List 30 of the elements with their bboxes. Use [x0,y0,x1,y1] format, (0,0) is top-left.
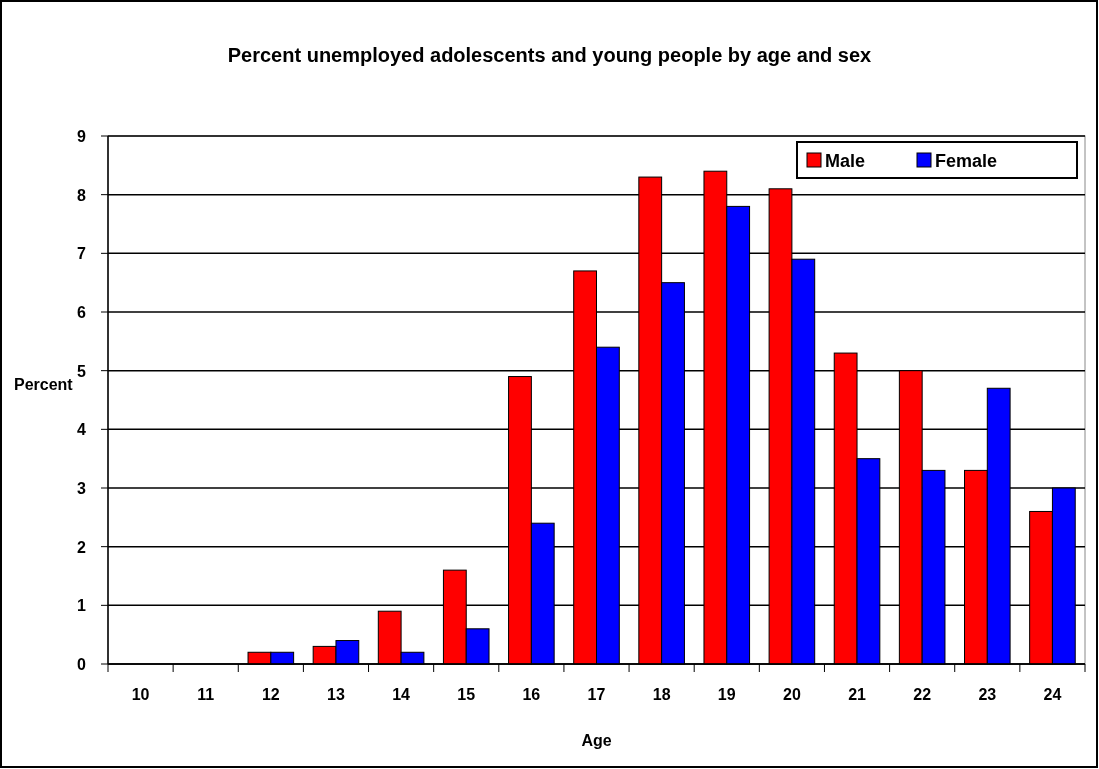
x-tick-label: 21 [848,686,867,703]
x-tick-label: 12 [261,686,280,703]
x-tick-label: 20 [783,686,801,703]
legend-label: Male [825,151,866,171]
x-tick-label: 23 [978,686,997,703]
y-tick-label: 9 [77,128,87,145]
x-tick-label: 10 [131,686,150,703]
y-tick-label: 5 [77,362,87,380]
y-tick-label: 6 [77,304,87,321]
x-tick-label: 18 [652,686,671,703]
x-tick-label: 11 [197,686,215,703]
y-tick-label: 7 [77,245,87,263]
x-axis-title: Age [581,732,612,749]
x-tick-label: 22 [913,686,932,703]
y-tick-label: 1 [77,597,87,615]
y-axis-title: Percent [14,376,74,393]
y-tick-label: 8 [77,186,87,204]
x-tick-label: 17 [587,686,606,703]
x-tick-label: 13 [327,686,345,703]
legend-label: Female [935,151,998,171]
x-tick-label: 14 [392,686,411,703]
chart-title: Percent unemployed adolescents and young people by age and sex [227,44,872,66]
x-tick-label: 19 [717,686,736,703]
y-tick-label: 4 [77,421,87,439]
y-tick-label: 3 [77,480,87,497]
x-tick-label: 16 [522,686,541,703]
x-tick-label: 15 [457,686,476,703]
x-tick-label: 24 [1043,686,1062,703]
y-tick-label: 2 [77,538,87,556]
y-tick-label: 0 [77,656,87,673]
